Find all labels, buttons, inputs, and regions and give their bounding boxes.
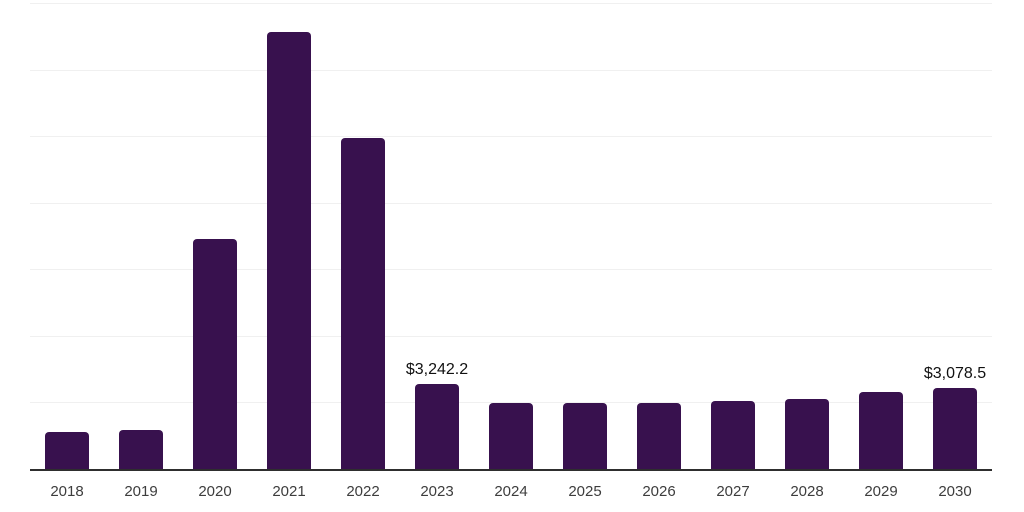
- grid-line-7500: [30, 269, 992, 271]
- x-tick-2024: 2024: [494, 483, 528, 500]
- bar-slot-2022: [326, 4, 400, 470]
- bar-slot-2029: [844, 4, 918, 470]
- plot-slots: $3,242.2 $3,078.5: [30, 4, 992, 470]
- x-axis-line: [30, 469, 992, 471]
- bar-2018: [45, 432, 89, 470]
- x-tick-2027: 2027: [716, 483, 750, 500]
- plot-area: $3,242.2 $3,078.5: [30, 3, 992, 471]
- bar-slot-2018: [30, 4, 104, 470]
- bar-2030: [933, 388, 977, 470]
- bar-slot-2024: [474, 4, 548, 470]
- x-tick-2030: 2030: [938, 483, 972, 500]
- grid-line-12500: [30, 136, 992, 138]
- bar-2024: [489, 402, 533, 470]
- x-tick-2029: 2029: [864, 483, 898, 500]
- bar-2027: [711, 400, 755, 470]
- x-tick-2021: 2021: [272, 483, 306, 500]
- x-tick-2019: 2019: [124, 483, 158, 500]
- data-label-2023: $3,242.2: [405, 360, 469, 378]
- bar-2028: [785, 398, 829, 470]
- bar-2025: [563, 402, 607, 470]
- x-tick-2025: 2025: [568, 483, 602, 500]
- bar-2022: [341, 138, 385, 470]
- x-tick-2018: 2018: [50, 483, 84, 500]
- x-tick-2026: 2026: [642, 483, 676, 500]
- bar-2021: [267, 31, 311, 470]
- x-tick-2022: 2022: [346, 483, 380, 500]
- x-tick-2020: 2020: [198, 483, 232, 500]
- bar-2029: [859, 392, 903, 470]
- bar-slot-2019: [104, 4, 178, 470]
- x-tick-2023: 2023: [420, 483, 454, 500]
- bar-slot-2027: [696, 4, 770, 470]
- bar-2026: [637, 402, 681, 470]
- grid-line-10000: [30, 202, 992, 204]
- data-label-2030: $3,078.5: [923, 365, 987, 383]
- grid-line-15000: [30, 69, 992, 71]
- bar-slot-2026: [622, 4, 696, 470]
- bar-slot-2025: [548, 4, 622, 470]
- x-tick-2028: 2028: [790, 483, 824, 500]
- bar-2023: [415, 383, 459, 470]
- grid-line-5000: [30, 335, 992, 337]
- bar-slot-2030: $3,078.5: [918, 4, 992, 470]
- bar-slot-2020: [178, 4, 252, 470]
- bar-2020: [193, 239, 237, 470]
- x-axis-labels: 2018 2019 2020 2021 2022 2023 2024 2025 2026 2027…: [30, 482, 992, 501]
- bar-slot-2023: $3,242.2: [400, 4, 474, 470]
- bar-2019: [119, 430, 163, 470]
- grid-line-17500: [30, 3, 992, 4]
- bar-slot-2021: [252, 4, 326, 470]
- bar-slot-2028: [770, 4, 844, 470]
